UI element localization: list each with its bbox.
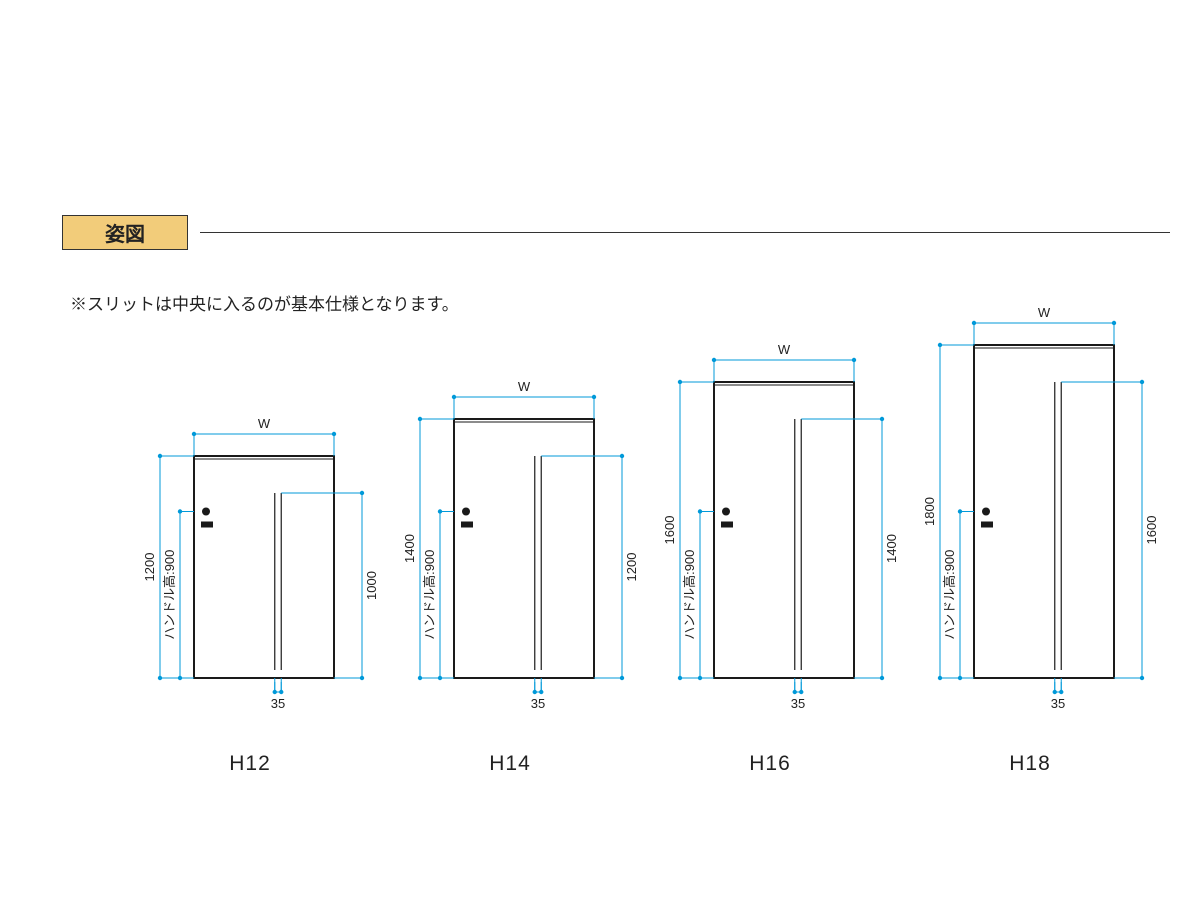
header-row: 姿図 (62, 215, 1170, 250)
diagram-area: W1200ハンドル高:900100035H12W1400ハンドル高:900120… (60, 260, 1170, 740)
model-label: H18 (900, 752, 1160, 776)
svg-text:1000: 1000 (364, 571, 379, 600)
door-model-H18: W1800ハンドル高:900160035H18 (900, 270, 1160, 740)
model-label: H16 (640, 752, 900, 776)
door-model-H16: W1600ハンドル高:900140035H16 (640, 270, 900, 740)
svg-text:ハンドル高:900: ハンドル高:900 (682, 550, 697, 640)
svg-text:W: W (1038, 305, 1051, 320)
svg-text:35: 35 (271, 696, 285, 711)
svg-text:1800: 1800 (922, 497, 937, 526)
svg-text:1400: 1400 (402, 534, 417, 563)
svg-text:ハンドル高:900: ハンドル高:900 (942, 550, 957, 640)
svg-text:W: W (258, 416, 271, 431)
header-rule (200, 232, 1170, 233)
door-model-H14: W1400ハンドル高:900120035H14 (380, 270, 640, 740)
svg-text:ハンドル高:900: ハンドル高:900 (422, 550, 437, 640)
svg-text:1600: 1600 (662, 516, 677, 545)
svg-text:1200: 1200 (142, 553, 157, 582)
door-model-H12: W1200ハンドル高:900100035H12 (120, 270, 380, 740)
svg-text:1600: 1600 (1144, 516, 1159, 545)
svg-text:1200: 1200 (624, 553, 639, 582)
model-label: H14 (380, 752, 640, 776)
svg-text:W: W (518, 379, 531, 394)
svg-text:35: 35 (791, 696, 805, 711)
model-label: H12 (120, 752, 380, 776)
svg-text:1400: 1400 (884, 534, 899, 563)
svg-text:ハンドル高:900: ハンドル高:900 (162, 550, 177, 640)
section-title-badge: 姿図 (62, 215, 188, 250)
svg-text:W: W (778, 342, 791, 357)
svg-text:35: 35 (1051, 696, 1065, 711)
svg-text:35: 35 (531, 696, 545, 711)
